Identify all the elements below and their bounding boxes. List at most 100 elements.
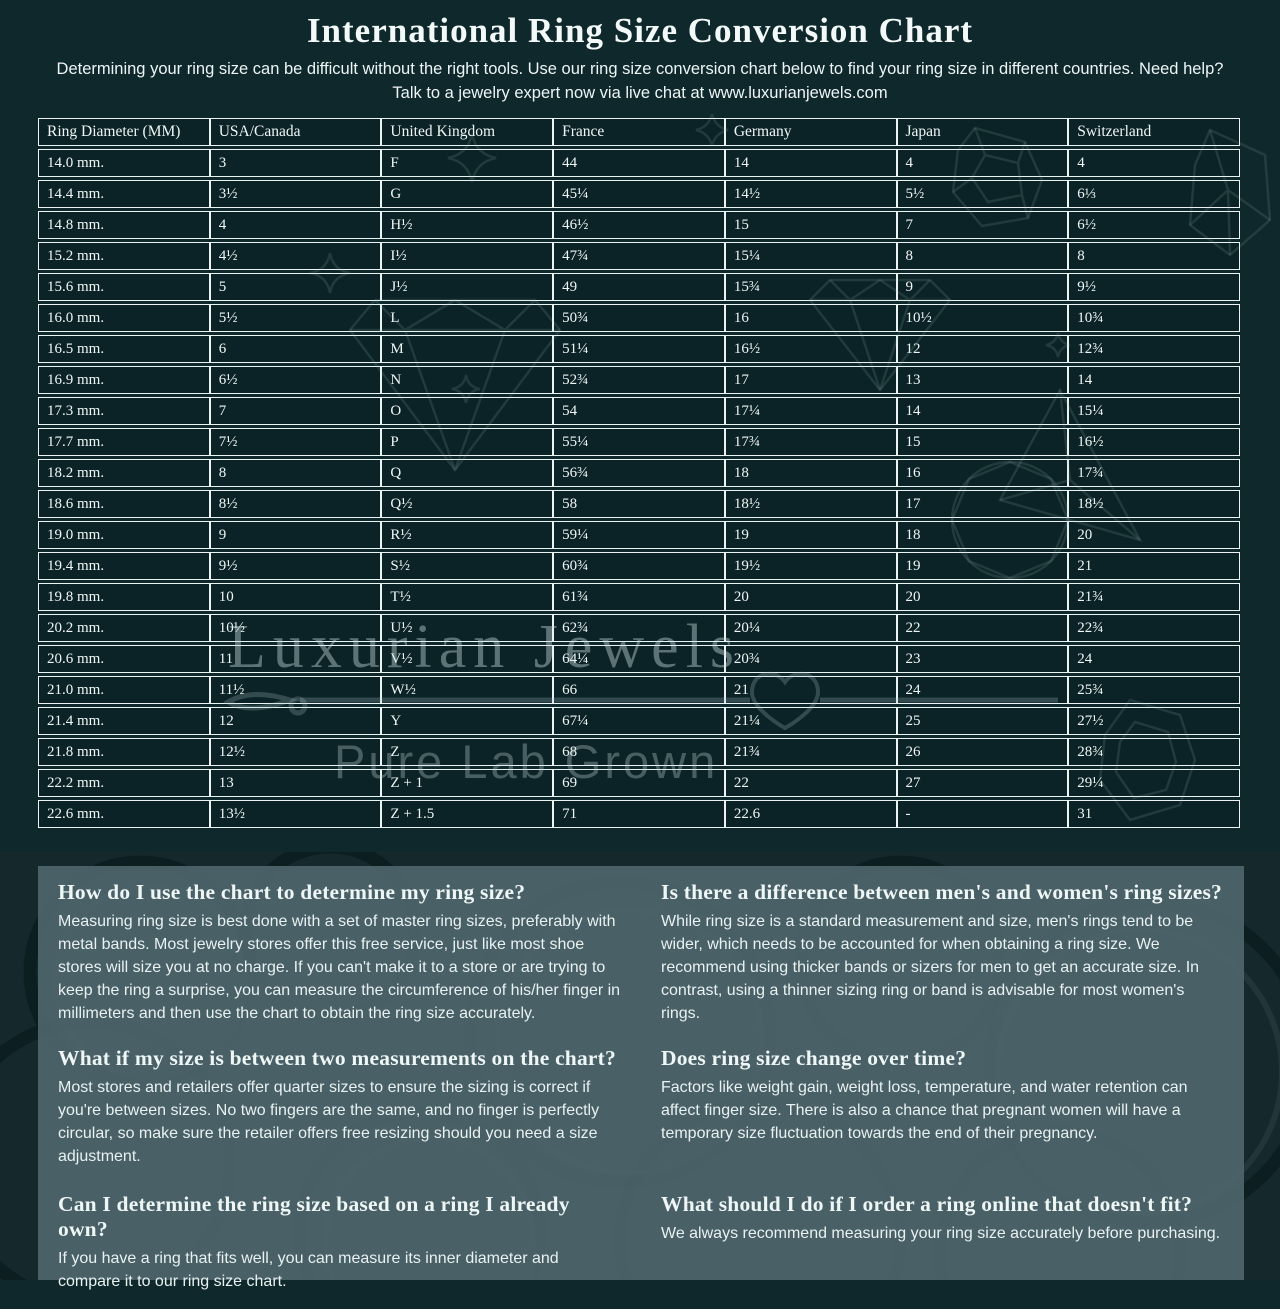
- faq-answer: We always recommend measuring your ring …: [661, 1225, 1221, 1242]
- column-header: France: [553, 118, 725, 146]
- table-cell: 18.6 mm.: [38, 490, 210, 518]
- table-cell: 16.5 mm.: [38, 335, 210, 363]
- table-cell: 22: [724, 769, 897, 797]
- table-cell: 58: [553, 490, 725, 518]
- table-cell: 15: [724, 211, 897, 239]
- table-cell: -: [896, 800, 1069, 828]
- table-row: 16.5 mm. 6 M 51¼ 16½ 12 12¾: [38, 335, 1240, 363]
- table-cell: 23: [896, 645, 1069, 673]
- faq-answer: Factors like weight gain, weight loss, t…: [661, 1079, 1188, 1142]
- table-cell: W½: [381, 676, 554, 704]
- page-title: International Ring Size Conversion Chart: [306, 11, 974, 50]
- table-cell: 19: [896, 552, 1069, 580]
- table-cell: O: [381, 397, 554, 425]
- table-cell: 52¾: [553, 366, 725, 394]
- table-cell: 6: [209, 335, 382, 363]
- table-row: 18.6 mm. 8½ Q½ 58 18½ 17 18½: [38, 490, 1240, 518]
- table-cell: 11: [209, 645, 382, 673]
- table-cell: 16: [724, 304, 897, 332]
- table-cell: 14: [724, 149, 897, 177]
- table-cell: 4: [209, 211, 382, 239]
- table-cell: 14.0 mm.: [38, 149, 210, 177]
- table-cell: N: [381, 366, 554, 394]
- faq-question: Does ring size change over time?: [661, 1046, 967, 1070]
- table-cell: 15.2 mm.: [38, 242, 210, 270]
- table-cell: 28¾: [1068, 738, 1240, 766]
- table-cell: 9: [209, 521, 382, 549]
- table-cell: 10½: [209, 614, 382, 642]
- faq-question: What should I do if I order a ring onlin…: [661, 1192, 1193, 1216]
- table-cell: 51¼: [553, 335, 725, 363]
- table-cell: 22: [896, 614, 1069, 642]
- table-cell: 19.0 mm.: [38, 521, 210, 549]
- table-cell: 6½: [209, 366, 382, 394]
- faq-column-right: Is there a difference between men's and …: [661, 880, 1224, 1309]
- table-row: 17.7 mm. 7½ P 55¼ 17¾ 15 16½: [38, 428, 1240, 456]
- table-cell: 12½: [209, 738, 382, 766]
- table-cell: 54: [553, 397, 725, 425]
- table-cell: 16.0 mm.: [38, 304, 210, 332]
- table-cell: 24: [1068, 645, 1240, 673]
- table-cell: 18½: [724, 490, 897, 518]
- table-row: 20.6 mm. 11 V½ 64¼ 20¾ 23 24: [38, 645, 1240, 673]
- table-cell: 12¾: [1068, 335, 1240, 363]
- table-cell: 46½: [553, 211, 725, 239]
- table-cell: 44: [553, 149, 725, 177]
- column-header: United Kingdom: [381, 118, 554, 146]
- table-cell: 22.2 mm.: [38, 769, 210, 797]
- table-cell: 3½: [209, 180, 382, 208]
- table-row: 19.4 mm. 9½ S½ 60¾ 19½ 19 21: [38, 552, 1240, 580]
- table-row: 16.0 mm. 5½ L 50¾ 16 10½ 10¾: [38, 304, 1240, 332]
- table-cell: 64¼: [553, 645, 725, 673]
- table-cell: M: [381, 335, 554, 363]
- table-cell: 21¾: [724, 738, 897, 766]
- table-row: 22.6 mm. 13½ Z + 1.5 71 22.6-31: [38, 800, 1240, 828]
- table-cell: 10¾: [1068, 304, 1240, 332]
- table-cell: 12: [209, 707, 382, 735]
- table-cell: 18: [896, 521, 1069, 549]
- table-cell: 15¼: [1068, 397, 1240, 425]
- table-cell: 17: [896, 490, 1069, 518]
- chart-section: International Ring Size Conversion Chart…: [38, 11, 1272, 828]
- table-cell: 19: [724, 521, 897, 549]
- table-row: 18.2 mm. 8 Q 56¾ 18 16 17¾: [38, 459, 1240, 487]
- table-cell: 16.9 mm.: [38, 366, 210, 394]
- faq-item: Can I determine the ring size based on a…: [58, 1192, 621, 1293]
- table-cell: 5: [209, 273, 382, 301]
- table-cell: 6½: [1068, 211, 1240, 239]
- table-cell: 9: [896, 273, 1069, 301]
- table-row: 19.0 mm. 9 R½ 59¼ 19 18 20: [38, 521, 1240, 549]
- table-row: 14.4 mm. 3½ G 45¼ 14½ 5½ 6⅓: [38, 180, 1240, 208]
- table-cell: 15¼: [724, 242, 897, 270]
- table-cell: 5½: [209, 304, 382, 332]
- table-cell: 68: [553, 738, 725, 766]
- table-cell: Q: [381, 459, 554, 487]
- table-cell: 21: [1068, 552, 1240, 580]
- table-cell: 60¾: [553, 552, 725, 580]
- table-cell: 21.0 mm.: [38, 676, 210, 704]
- table-cell: 9½: [209, 552, 382, 580]
- table-cell: 49: [553, 273, 725, 301]
- table-cell: 24: [896, 676, 1069, 704]
- table-cell: 62¾: [553, 614, 725, 642]
- faq-question: What if my size is between two measureme…: [58, 1046, 616, 1070]
- table-cell: 18.2 mm.: [38, 459, 210, 487]
- table-cell: 7: [896, 211, 1069, 239]
- table-row: 17.3 mm. 7 O 54 17¼ 14 15¼: [38, 397, 1240, 425]
- table-header-row: Ring Diameter (MM) USA/Canada United Kingd…: [38, 118, 1240, 146]
- faq-question: How do I use the chart to determine my r…: [58, 880, 526, 904]
- table-cell: Z + 1.5: [381, 800, 554, 828]
- faq-panel: How do I use the chart to determine my r…: [38, 866, 1244, 1290]
- faq-item: Does ring size change over time? Factors…: [661, 1046, 1224, 1176]
- column-header: Japan: [896, 118, 1069, 146]
- table-cell: 16: [896, 459, 1069, 487]
- table-cell: F: [381, 149, 554, 177]
- table-cell: 20: [896, 583, 1069, 611]
- faq-column-left: How do I use the chart to determine my r…: [58, 880, 621, 1309]
- table-cell: 20¼: [724, 614, 897, 642]
- table-cell: 14½: [724, 180, 897, 208]
- table-cell: 7: [209, 397, 382, 425]
- table-cell: H½: [381, 211, 554, 239]
- table-cell: Y: [381, 707, 554, 735]
- table-cell: 14.4 mm.: [38, 180, 210, 208]
